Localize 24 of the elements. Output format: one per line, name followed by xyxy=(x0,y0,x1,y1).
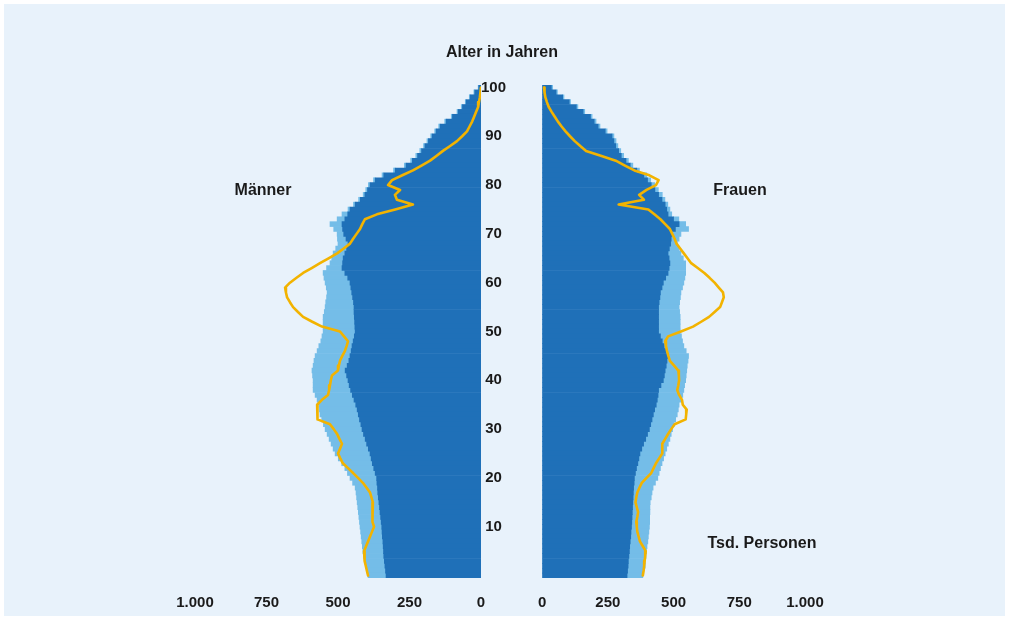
y-axis-title: Alter in Jahren xyxy=(445,43,559,61)
x-tick-label: 0 xyxy=(538,593,547,611)
y-tick-label: 50 xyxy=(485,321,502,339)
x-tick-label: 500 xyxy=(661,593,687,611)
x-tick-label: 750 xyxy=(253,593,280,611)
x-tick-label: 250 xyxy=(595,593,621,611)
y-tick-label: 70 xyxy=(485,224,502,242)
y-tick-label: 60 xyxy=(485,272,502,290)
y-tick-label: 20 xyxy=(485,468,502,486)
x-axis-title: Tsd. Personen xyxy=(707,534,817,552)
y-tick-label: 80 xyxy=(485,175,502,193)
text: Männer xyxy=(234,181,292,199)
y-tick-label: 10 xyxy=(485,516,502,534)
y-tick-label: 90 xyxy=(485,126,502,144)
x-tick-label: 250 xyxy=(396,593,423,611)
x-tick-label: 1.000 xyxy=(176,593,214,611)
x-tick-label: 500 xyxy=(325,593,351,611)
x-tick-label: 0 xyxy=(476,593,486,611)
y-tick-label: 100 xyxy=(481,77,507,95)
text: Frauen xyxy=(713,181,767,199)
x-tick-label: 750 xyxy=(726,593,752,611)
y-tick-label: 40 xyxy=(485,370,502,388)
x-tick-label: 1.000 xyxy=(786,593,824,611)
y-tick-label: 30 xyxy=(485,419,502,437)
